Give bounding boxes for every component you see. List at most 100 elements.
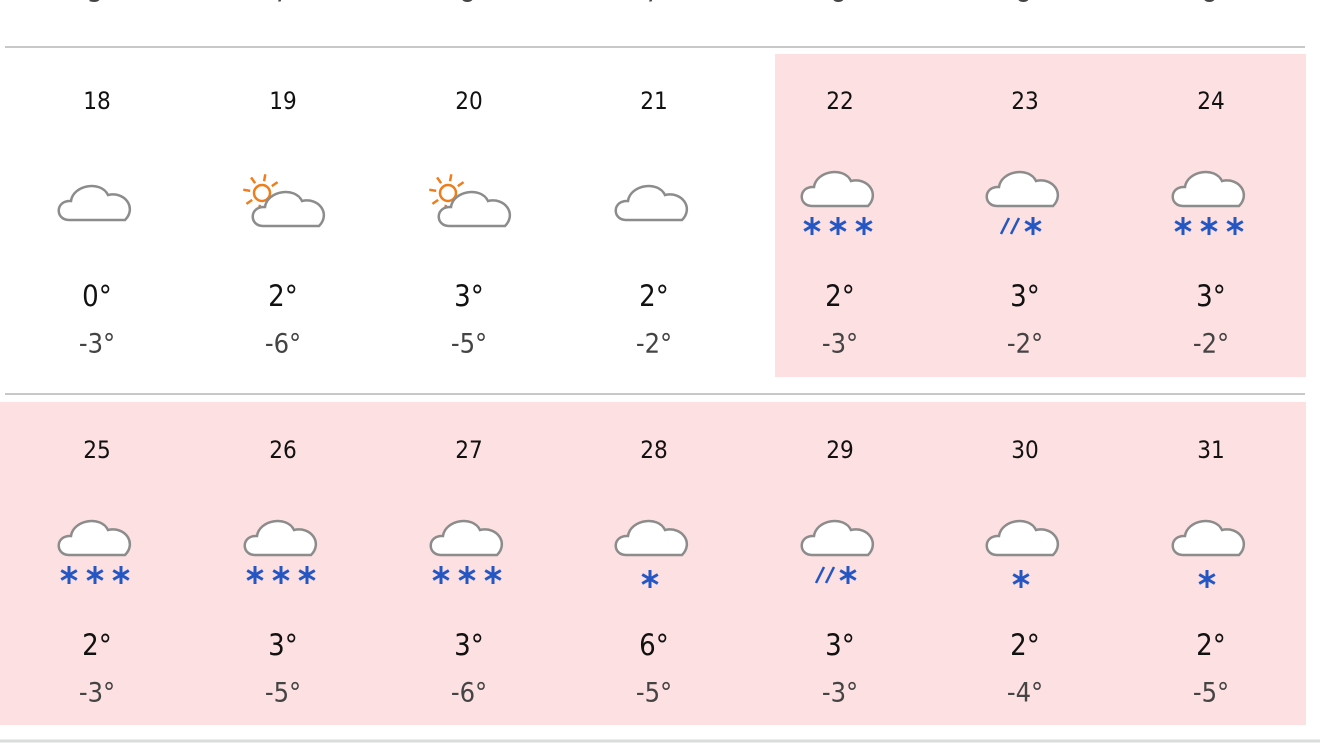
snowflake	[432, 569, 450, 581]
high-temp: 2°	[639, 279, 669, 313]
cloud	[437, 190, 512, 228]
weather-icon	[614, 184, 689, 222]
low-temp: -3°	[822, 329, 858, 360]
day-number: 31	[1197, 436, 1224, 464]
highlight	[775, 54, 1306, 377]
high-temp: 3°	[1196, 279, 1226, 313]
sun-ray	[457, 181, 465, 188]
snowflake	[1024, 220, 1042, 232]
low-temp: -6°	[451, 678, 487, 709]
high-temp: 2°	[1010, 628, 1040, 662]
weather-icon	[800, 170, 875, 235]
sun-ray	[429, 188, 437, 193]
snowflake	[1226, 220, 1244, 232]
weather-icon	[57, 184, 132, 222]
weather-icon	[1171, 170, 1246, 235]
sun-ray	[448, 174, 453, 182]
snowflake	[839, 569, 857, 581]
day-number: 26	[269, 436, 296, 464]
high-temp: 3°	[454, 279, 484, 313]
sun-disc	[438, 183, 458, 203]
day-number: 22	[826, 87, 853, 115]
snowflake	[1198, 573, 1216, 585]
weather-icon	[1171, 519, 1246, 589]
cloud	[57, 184, 132, 222]
cloud	[1171, 170, 1246, 208]
weather-icon	[429, 174, 512, 228]
cloud	[251, 190, 326, 228]
snowflake	[803, 220, 821, 232]
high-temp: 3°	[1010, 279, 1040, 313]
snowflake	[829, 220, 847, 232]
high-temp: 2°	[82, 628, 112, 662]
snowflake	[272, 569, 290, 581]
low-temp: -3°	[79, 678, 115, 709]
high-temp: 3°	[825, 628, 855, 662]
snowflake	[1174, 220, 1192, 232]
high-temp: 3°	[268, 628, 298, 662]
raindrop	[824, 566, 836, 584]
low-temp: -7°	[636, 0, 672, 9]
day-number: 30	[1011, 436, 1038, 464]
snowflake	[1200, 220, 1218, 232]
day-number: 25	[83, 436, 110, 464]
cloud	[985, 519, 1060, 557]
cloud	[800, 519, 875, 557]
snowflake	[1012, 573, 1030, 585]
highlight	[0, 402, 1306, 725]
sun-ray	[271, 181, 279, 188]
day-number: 23	[1011, 87, 1038, 115]
low-temp: -5°	[265, 678, 301, 709]
sun	[429, 174, 465, 212]
weather-icon	[57, 519, 132, 584]
day-number: 19	[269, 87, 296, 115]
weather-icon	[614, 519, 689, 589]
low-temp: -6°	[265, 329, 301, 360]
high-temp: 2°	[1196, 628, 1226, 662]
weather-icon	[800, 519, 875, 584]
day-number: 27	[455, 436, 482, 464]
sun-ray	[262, 174, 267, 182]
low-temp: -8°	[1193, 0, 1229, 9]
low-temp: -8°	[451, 0, 487, 9]
low-temp: -2°	[1007, 329, 1043, 360]
weather-icon	[985, 519, 1060, 589]
low-temp: -3°	[822, 678, 858, 709]
raindrop	[1009, 217, 1021, 235]
sun-ray	[243, 188, 251, 193]
snowflake	[112, 569, 130, 581]
low-temp: -2°	[1193, 329, 1229, 360]
sun-ray	[431, 198, 439, 205]
snowflake	[246, 569, 264, 581]
low-temp: -5°	[451, 329, 487, 360]
weather-icon	[985, 170, 1060, 235]
raindrop	[814, 566, 826, 584]
high-temp: 0°	[82, 279, 112, 313]
sun-ray	[250, 176, 257, 184]
cloud	[800, 170, 875, 208]
cloud	[614, 519, 689, 557]
low-temp: -5°	[1193, 678, 1229, 709]
snowflake	[86, 569, 104, 581]
snowflake	[855, 220, 873, 232]
day-number: 20	[455, 87, 482, 115]
low-temp: -7°	[265, 0, 301, 9]
weather-icon	[429, 519, 504, 584]
day-number: 28	[640, 436, 667, 464]
weather-icon	[243, 519, 318, 584]
snowflake	[298, 569, 316, 581]
day-number: 29	[826, 436, 853, 464]
cloud	[985, 170, 1060, 208]
low-temp: -5°	[636, 678, 672, 709]
low-temp: -5°	[79, 0, 115, 9]
low-temp: -8°	[1007, 0, 1043, 9]
cloud	[243, 519, 318, 557]
weather-icon	[243, 174, 326, 228]
low-temp: -8°	[822, 0, 858, 9]
high-temp: 2°	[268, 279, 298, 313]
low-temp: -3°	[79, 329, 115, 360]
low-temp: -4°	[1007, 678, 1043, 709]
high-temp: 2°	[825, 279, 855, 313]
